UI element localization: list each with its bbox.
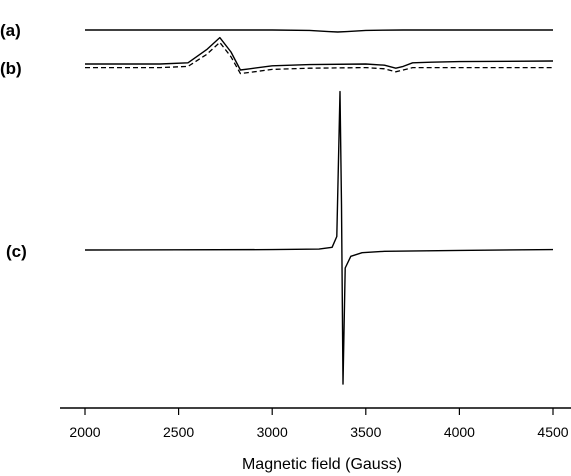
plot-traces xyxy=(85,30,553,384)
x-tick-label-3500: 3500 xyxy=(350,424,381,440)
trace-c-solid xyxy=(85,92,553,385)
trace-b-solid xyxy=(85,38,553,70)
x-axis-ticks: 2000 2500 3000 3500 4000 4500 xyxy=(69,408,568,440)
panel-label-b: (b) xyxy=(0,59,22,78)
trace-a-solid xyxy=(85,30,553,32)
panel-label-c: (c) xyxy=(6,242,27,261)
x-tick-label-3000: 3000 xyxy=(257,424,288,440)
x-tick-label-4000: 4000 xyxy=(444,424,475,440)
trace-b-dashed xyxy=(85,42,553,73)
panel-label-a: (a) xyxy=(0,21,21,40)
x-axis-title: Magnetic field (Gauss) xyxy=(242,456,402,473)
x-tick-label-2500: 2500 xyxy=(163,424,194,440)
x-tick-label-2000: 2000 xyxy=(69,424,100,440)
x-tick-label-4500: 4500 xyxy=(537,424,568,440)
